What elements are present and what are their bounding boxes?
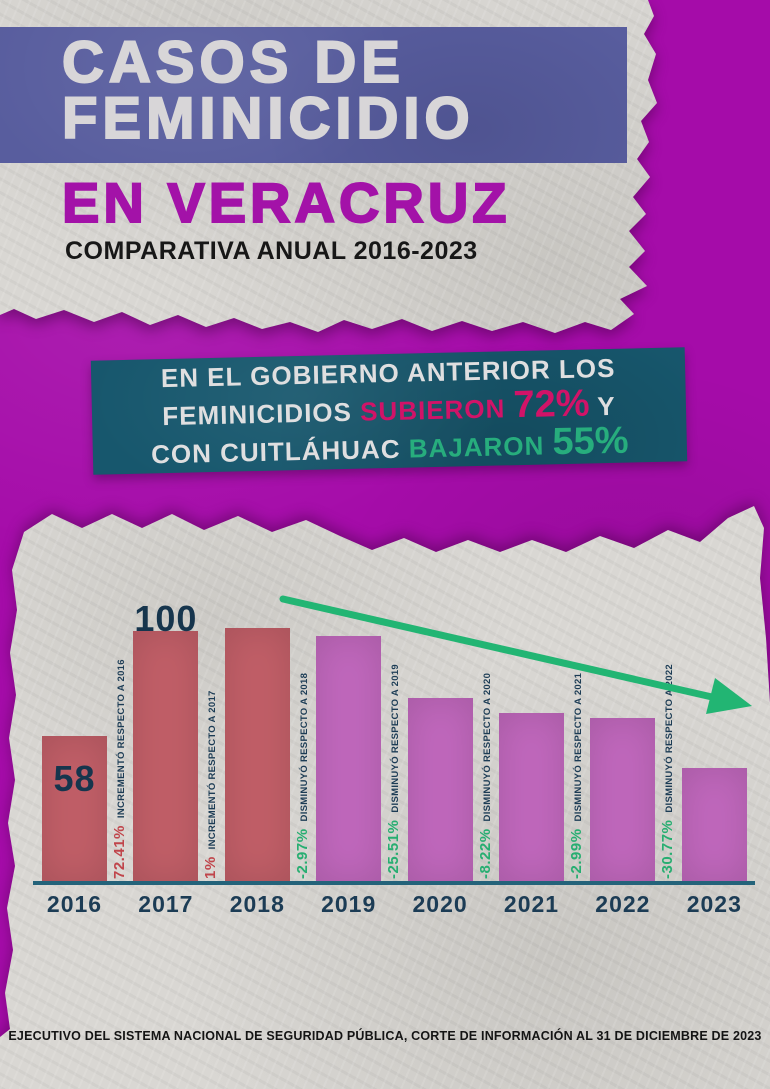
title-background-block: CASOS DE FEMINICIDIO	[0, 27, 627, 163]
annotation-pct: -2.99%	[568, 828, 585, 879]
value-label-2016: 58	[53, 758, 96, 799]
annotation-2018-2019: -2.97% DISMINUYÓ RESPECTO A 2018	[294, 673, 313, 879]
annotation-2022-2023: -30.77% DISMINUYÓ RESPECTO A 2022	[659, 664, 678, 879]
annotation-desc: DISMINUYÓ RESPECTO A 2019	[390, 663, 402, 813]
year-label-2017: 2017	[138, 891, 194, 917]
bar-2017	[133, 631, 199, 881]
annotation-pct: 1%	[202, 856, 220, 879]
annotation-desc: DISMINUYÓ RESPECTO A 2022	[664, 663, 676, 813]
annotation-pct: 72.41%	[111, 825, 128, 879]
value-label-2017: 100	[134, 598, 198, 639]
top-paper: CASOS DE FEMINICIDIO EN VERACRUZ COMPARA…	[0, 0, 657, 333]
source-note: EJECUTIVO DEL SISTEMA NACIONAL DE SEGURI…	[8, 1029, 762, 1043]
x-axis-line	[33, 881, 755, 885]
annotation-2019-2020: -25.51% DISMINUYÓ RESPECTO A 2019	[385, 664, 404, 879]
annotation-desc: INCREMENTÓ RESPECTO A 2017	[207, 690, 219, 850]
year-label-2023: 2023	[686, 891, 742, 917]
annotation-2017-2018: 1% INCREMENTÓ RESPECTO A 2017	[202, 690, 221, 879]
annotation-2020-2021: -8.22% DISMINUYÓ RESPECTO A 2020	[477, 673, 496, 879]
annotation-pct: -25.51%	[385, 819, 403, 879]
bar-2023	[681, 768, 747, 881]
annotation-desc: DISMINUYÓ RESPECTO A 2021	[573, 672, 584, 822]
annotation-desc: INCREMENTÓ RESPECTO A 2016	[116, 659, 127, 819]
bar-2019	[316, 636, 382, 881]
annotation-2016-2017: 72.41% INCREMENTÓ RESPECTO A 2016	[111, 659, 130, 879]
poster-location: EN VERACRUZ	[61, 170, 511, 235]
year-label-2018: 2018	[229, 891, 285, 917]
bar-2018	[224, 628, 290, 881]
annotation-pct: -8.22%	[476, 828, 494, 879]
year-label-2016: 2016	[46, 891, 103, 917]
annotation-pct: -30.77%	[659, 819, 677, 879]
bar-2020	[407, 698, 473, 881]
bar-2016	[42, 736, 107, 881]
poster-title-line1: CASOS DE	[61, 30, 405, 95]
bar-2021	[499, 713, 564, 881]
bar-2022	[590, 718, 656, 881]
year-label-2019: 2019	[321, 891, 377, 917]
poster-subtitle: COMPARATIVA ANUAL 2016-2023	[65, 237, 478, 265]
annotation-2021-2022: -2.99% DISMINUYÓ RESPECTO A 2021	[568, 673, 587, 879]
annotation-pct: -2.97%	[293, 828, 311, 879]
year-label-2020: 2020	[412, 891, 468, 917]
annotation-desc: DISMINUYÓ RESPECTO A 2018	[298, 672, 310, 822]
poster-title-line2: FEMINICIDIO	[61, 86, 475, 151]
annotation-desc: DISMINUYÓ RESPECTO A 2020	[481, 672, 493, 822]
year-label-2022: 2022	[595, 891, 651, 917]
year-label-2021: 2021	[503, 891, 560, 917]
